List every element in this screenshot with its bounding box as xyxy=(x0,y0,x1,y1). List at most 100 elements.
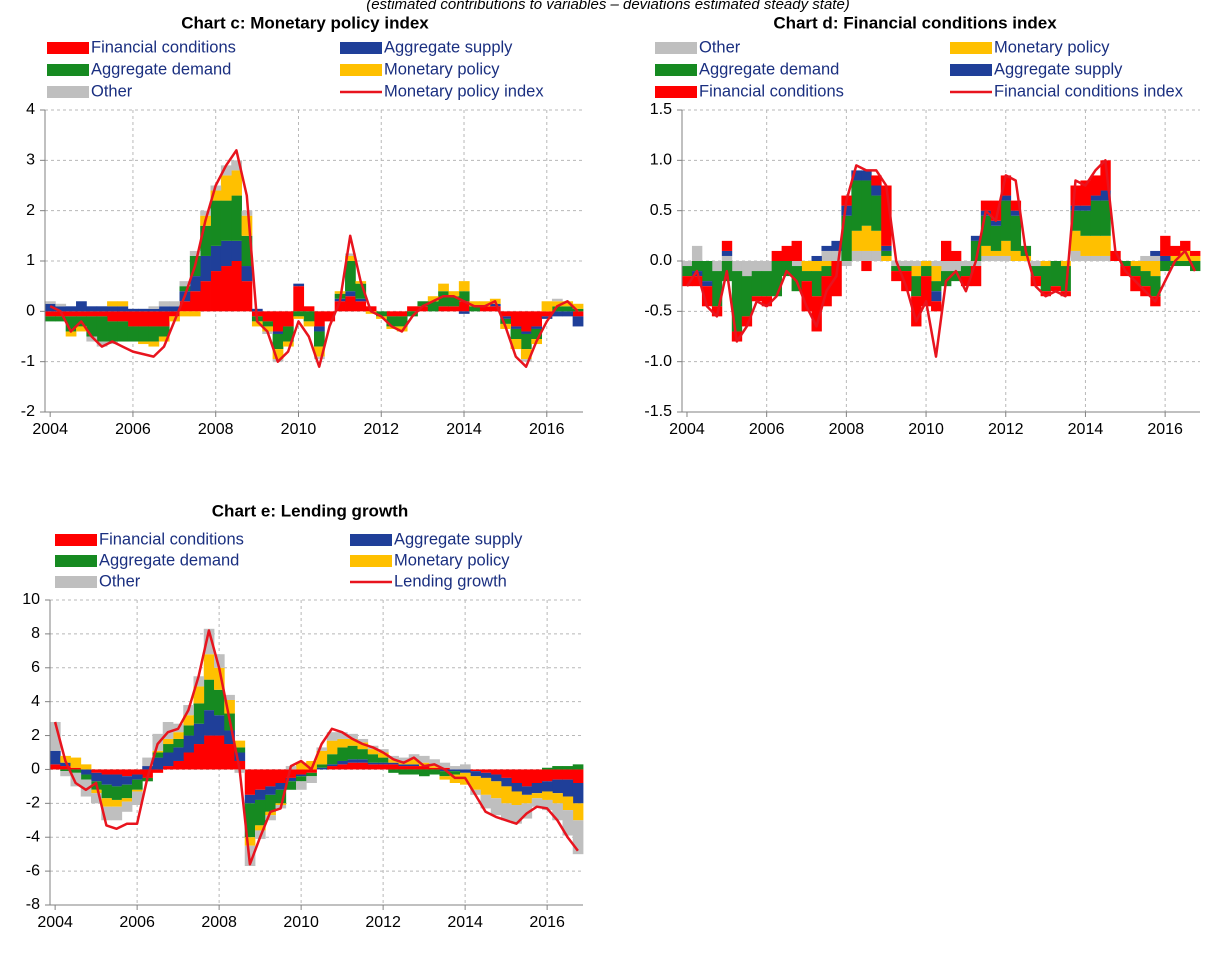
bar-segment xyxy=(990,220,1002,226)
bar-segment xyxy=(542,767,553,770)
bar-segment xyxy=(306,769,317,773)
bar-segment xyxy=(841,261,852,267)
bar-segment xyxy=(262,326,274,332)
line xyxy=(53,629,579,866)
x-tick-label: 2008 xyxy=(829,421,865,438)
bar-segment xyxy=(521,786,533,795)
bar-segment xyxy=(55,316,67,322)
bar-segment xyxy=(347,733,358,739)
bar-segment xyxy=(871,195,882,231)
chart: Chart c: Monetary policy index -2 -1 0 1 2 3 4 2… xyxy=(21,13,584,438)
x-tick-label: 2016 xyxy=(529,421,565,438)
bar-segment xyxy=(551,301,563,307)
bar-segment xyxy=(911,266,922,277)
bar-segment xyxy=(231,261,242,312)
bar-segment xyxy=(285,769,297,778)
legend-swatch xyxy=(55,576,97,588)
bar-segment xyxy=(831,240,842,251)
bar-segment xyxy=(960,261,972,267)
bar-segment xyxy=(511,805,522,824)
bar-segment xyxy=(861,225,872,251)
x-tick-label: 2010 xyxy=(281,421,317,438)
bar-segment xyxy=(275,783,287,790)
bar-segment xyxy=(811,296,822,332)
bar-segment xyxy=(449,771,461,775)
bar-segment xyxy=(970,240,982,261)
bar-segment xyxy=(152,752,164,758)
x-tick-label: 2006 xyxy=(115,421,151,438)
x-tick-label: 2014 xyxy=(1068,421,1104,438)
bar-segment xyxy=(357,742,369,750)
bar-segment xyxy=(189,311,201,317)
bar-segment xyxy=(378,764,389,770)
bar-segment xyxy=(70,767,82,770)
bar-segment xyxy=(1080,255,1091,261)
bar-segment xyxy=(70,769,82,773)
bar-segment xyxy=(931,301,942,312)
bar-segment xyxy=(183,725,194,736)
bar-segment xyxy=(80,774,92,780)
bar-segment xyxy=(731,261,743,272)
bar-segment xyxy=(542,781,553,792)
bar-segment xyxy=(1010,200,1022,211)
bar-segment xyxy=(80,769,92,775)
bar-segment xyxy=(214,735,225,770)
bar-segment xyxy=(337,738,348,748)
bar-segment xyxy=(355,301,367,312)
bar-segment xyxy=(1140,271,1151,287)
chart-title: Chart d: Financial conditions index xyxy=(773,13,1057,32)
bar-segment xyxy=(911,261,922,267)
bar-segment xyxy=(458,291,470,302)
bar-segment xyxy=(469,301,480,307)
bar-segment xyxy=(861,250,872,261)
bar-segment xyxy=(347,738,358,746)
bar-segment xyxy=(682,266,693,277)
bar-segment xyxy=(1160,235,1171,256)
line xyxy=(685,159,1197,358)
legend-swatch xyxy=(55,534,97,546)
bar-segment xyxy=(711,271,723,307)
bar-segment xyxy=(871,230,882,251)
bar-segment xyxy=(501,777,512,787)
bar-segment xyxy=(851,250,862,261)
bar-segment xyxy=(489,306,501,312)
bar-segment xyxy=(224,694,235,700)
bar-segment xyxy=(386,311,398,317)
bar-segment xyxy=(520,333,532,350)
bar-segment xyxy=(183,735,194,753)
bar-segment xyxy=(138,311,149,327)
bar-segment xyxy=(990,255,1002,261)
bar-segment xyxy=(96,311,108,317)
bar-segment xyxy=(791,261,802,267)
bar-segment xyxy=(1080,180,1091,206)
bar-segment xyxy=(911,296,922,327)
bar-segment xyxy=(490,781,502,799)
bar-segment xyxy=(293,316,305,319)
bar-segment xyxy=(960,266,972,277)
bar-segment xyxy=(138,326,149,342)
y-tick-label: 8 xyxy=(31,625,40,642)
bar-segment xyxy=(531,326,543,329)
y-tick-label: 0 xyxy=(31,761,40,778)
bar-segment xyxy=(721,255,733,261)
bar-segment xyxy=(851,180,862,231)
x-tick-label: 2008 xyxy=(201,914,237,931)
bar-segment xyxy=(1010,215,1022,251)
bar-segment xyxy=(367,754,379,763)
bar-segment xyxy=(990,225,1002,251)
bar-segment xyxy=(203,654,215,680)
chart-title: Chart e: Lending growth xyxy=(212,501,408,520)
bar-segment xyxy=(970,266,982,287)
bar-segment xyxy=(821,250,832,261)
bar-segment xyxy=(871,250,882,261)
legend-label: Financial conditions xyxy=(699,82,844,100)
bar-segment xyxy=(45,316,56,322)
bar-segment xyxy=(296,762,307,770)
bar-segment xyxy=(1090,235,1101,256)
bar-segment xyxy=(531,783,543,794)
bar-segment xyxy=(200,281,211,312)
y-tick-label: 10 xyxy=(22,591,40,608)
bar-segment xyxy=(183,715,194,726)
bar-segment xyxy=(1080,210,1091,236)
bar-segment xyxy=(117,311,129,322)
